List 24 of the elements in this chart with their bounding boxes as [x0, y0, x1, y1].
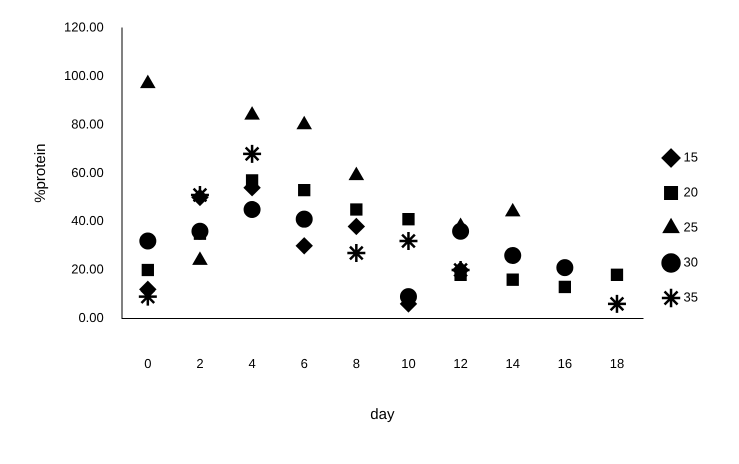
y-tick-label: 120.00 [64, 20, 104, 35]
x-tick-label: 0 [144, 356, 152, 371]
x-axis-title: day [370, 406, 395, 424]
legend-label: 15 [684, 150, 698, 165]
y-tick-label: 100.00 [64, 68, 104, 83]
x-tick-label: 12 [453, 356, 468, 371]
x-tick-label: 18 [610, 356, 624, 371]
x-tick-label: 2 [196, 356, 204, 371]
legend-label: 30 [684, 254, 698, 270]
x-tick-label: 14 [505, 356, 520, 371]
y-tick-label: 80.00 [71, 116, 104, 132]
x-tick-label: 10 [401, 356, 416, 371]
y-tick-label: 0.00 [78, 310, 104, 325]
legend-label: 20 [684, 184, 698, 200]
y-axis-title: %protein [32, 144, 50, 203]
x-tick-label: 6 [300, 356, 308, 371]
y-tick-label: 60.00 [71, 164, 104, 180]
y-tick-label: 40.00 [71, 213, 104, 228]
legend-label: 35 [684, 290, 698, 305]
x-tick-label: 8 [352, 356, 360, 371]
y-tick-label: 20.00 [71, 262, 104, 277]
x-tick-label: 4 [248, 356, 256, 371]
x-tick-label: 16 [558, 356, 572, 371]
legend-label: 25 [684, 220, 698, 235]
